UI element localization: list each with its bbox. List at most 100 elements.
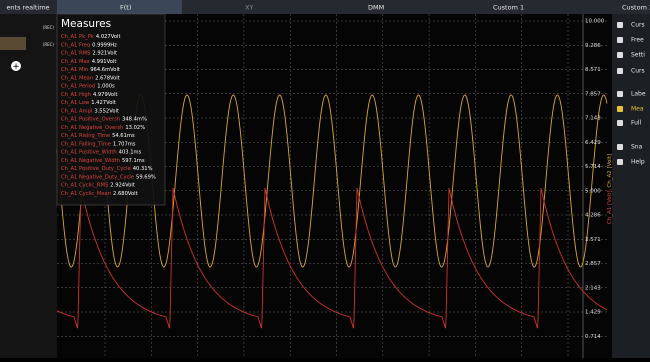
dynamic: ents realtime F(t) XY DMM Custom 1 Custom 2 (R… <box>6 4 650 340</box>
menu-item[interactable]: Full <box>631 120 642 127</box>
y-tick-label: 7.857 <box>585 91 601 97</box>
measure-name: Ch_A1 Negative_Duty_Cycle <box>61 174 134 180</box>
measure-name: Ch_A1 Mean <box>61 75 93 81</box>
tab[interactable]: Custom 1 <box>493 4 524 12</box>
measure-row: Ch_A1 Cyclic_RMS 2.924Volt <box>61 182 135 188</box>
y-axis-label: Ch_A1 [Volt],Ch_A2 [Volt] <box>607 154 613 224</box>
menu-item[interactable]: Mea <box>631 106 644 113</box>
measure-value: 597.1ms <box>122 157 145 163</box>
menu-icon[interactable] <box>617 106 623 112</box>
rec-item[interactable]: (REC) <box>43 42 55 47</box>
measure-value: 4.027Volt <box>96 34 121 40</box>
measure-value: 1.000s <box>97 83 115 89</box>
y-tick-label: 2.857 <box>585 261 601 267</box>
menu-icon[interactable] <box>617 22 623 28</box>
menu-item[interactable]: Labe <box>631 91 646 98</box>
measure-name: Ch_A1 Cyclic_Mean <box>61 190 111 196</box>
y-tick-label: 0.714 <box>585 334 601 340</box>
measure-row: Ch_A1 Freq 0.9999Hz <box>61 42 117 48</box>
measure-name: Ch_A1 Period <box>61 83 95 89</box>
menu-icon[interactable] <box>617 159 623 165</box>
measure-row: Ch_A1 Negative_Width 597.1ms <box>61 157 145 163</box>
tab[interactable]: ents realtime <box>6 4 49 12</box>
measure-name: Ch_A1 Max <box>61 58 90 64</box>
measure-row: Ch_A1 RMS 2.921Volt <box>61 50 117 56</box>
measure-value: 2.924Volt <box>110 182 135 188</box>
active-tab-bg <box>57 0 182 14</box>
menu-item[interactable]: Sna <box>631 144 643 151</box>
menu-icon[interactable] <box>617 52 623 58</box>
rec-item[interactable]: (REC) <box>43 25 55 30</box>
measure-value: 403.1ms <box>119 149 142 155</box>
y-tick-label: 3.571 <box>585 237 601 243</box>
measure-row: Ch_A1 Pk_Pk 4.027Volt <box>61 34 121 40</box>
measure-name: Ch_A1 Negative_Width <box>61 157 120 163</box>
menu-icon[interactable] <box>617 144 623 150</box>
menu-item[interactable]: Curs <box>631 68 645 75</box>
add-icon: + <box>12 62 20 72</box>
left-selection <box>0 37 26 50</box>
measure-value: 2.921Volt <box>92 50 117 56</box>
measure-value: 13.02% <box>125 124 145 130</box>
menu-item[interactable]: Curs <box>631 22 645 29</box>
menu-item[interactable]: Free <box>631 37 644 44</box>
measure-name: Ch_A1 Cyclic_RMS <box>61 182 108 188</box>
measure-value: 59.69% <box>136 174 156 180</box>
measures-panel <box>56 13 166 206</box>
measure-row: Ch_A1 Positive_Duty_Cycle 40.31% <box>61 166 153 172</box>
measure-value: 0.9999Hz <box>92 42 117 48</box>
y-tick-label: 8.571 <box>585 67 601 73</box>
measures-title: Measures <box>61 18 111 30</box>
measure-value: 2.678Volt <box>95 75 120 81</box>
add-button[interactable] <box>11 61 21 71</box>
y-tick-label: 6.429 <box>585 140 601 146</box>
y-tick-label: 5.000 <box>585 188 601 194</box>
measure-name: Ch_A1 Rising_Time <box>61 133 110 139</box>
y-tick-label: 4.286 <box>585 213 601 219</box>
menu-icon[interactable] <box>617 68 623 74</box>
measure-row: Ch_A1 Positive_Oversh 348.4m% <box>61 116 147 122</box>
tab[interactable]: F(t) <box>120 4 131 12</box>
menu-item[interactable]: Setti <box>631 52 645 59</box>
measure-value: 348.4m% <box>122 116 147 122</box>
y-tick-label: 1.429 <box>585 310 601 316</box>
measure-row: Ch_A1 High 4.979Volt <box>61 91 118 97</box>
menu-icon[interactable] <box>617 120 623 126</box>
measure-value: 1.427Volt <box>91 100 116 106</box>
y-tick-label: 10.000 <box>585 19 605 25</box>
measure-value: 40.31% <box>133 166 153 172</box>
measure-name: Ch_A1 RMS <box>61 50 90 56</box>
measure-row: Ch_A1 Min 964.6mVolt <box>61 67 120 73</box>
axis-label-part: Ch_A1 [Volt], <box>607 188 613 224</box>
menu-icon[interactable] <box>617 91 623 97</box>
measure-name: Ch_A1 Low <box>61 100 90 106</box>
y-tick-label: 7.143 <box>585 116 601 122</box>
measure-name: Ch_A1 Negative_Oversh <box>61 124 123 130</box>
measure-row: Ch_A1 Cyclic_Mean 2.680Volt <box>61 190 138 196</box>
measure-value: 4.991Volt <box>92 58 117 64</box>
ch-a1-wave <box>56 187 608 329</box>
menu-icon[interactable] <box>617 37 623 43</box>
measure-row: Ch_A1 Period 1.000s <box>61 83 115 89</box>
measure-value: 964.6mVolt <box>90 67 120 73</box>
measure-value: 4.979Volt <box>93 91 118 97</box>
tab[interactable]: DMM <box>368 4 384 12</box>
measure-name: Ch_A1 Positive_Duty_Cycle <box>61 166 131 172</box>
menu-item[interactable]: Help <box>631 159 645 166</box>
tab[interactable]: XY <box>245 4 253 12</box>
measure-name: Ch_A1 Falling_Time <box>61 141 111 147</box>
measure-value: 1.707ms <box>113 141 136 147</box>
tab[interactable]: Custom 2 <box>622 4 650 12</box>
measure-value: 2.680Volt <box>113 190 138 196</box>
y-tick-label: 9.286 <box>585 43 601 49</box>
y-tick-label: 2.143 <box>585 285 601 291</box>
measure-value: 54.61ms <box>112 133 135 139</box>
right-menu <box>612 14 650 358</box>
measure-row: Ch_A1 Positive_Width 403.1ms <box>61 149 142 155</box>
measure-row: Ch_A1 Negative_Oversh 13.02% <box>61 124 145 130</box>
measure-name: Ch_A1 Ampl <box>61 108 92 114</box>
measure-row: Ch_A1 Mean 2.678Volt <box>61 75 120 81</box>
measure-name: Ch_A1 High <box>61 91 91 97</box>
measure-name: Ch_A1 Positive_Oversh <box>61 116 120 122</box>
